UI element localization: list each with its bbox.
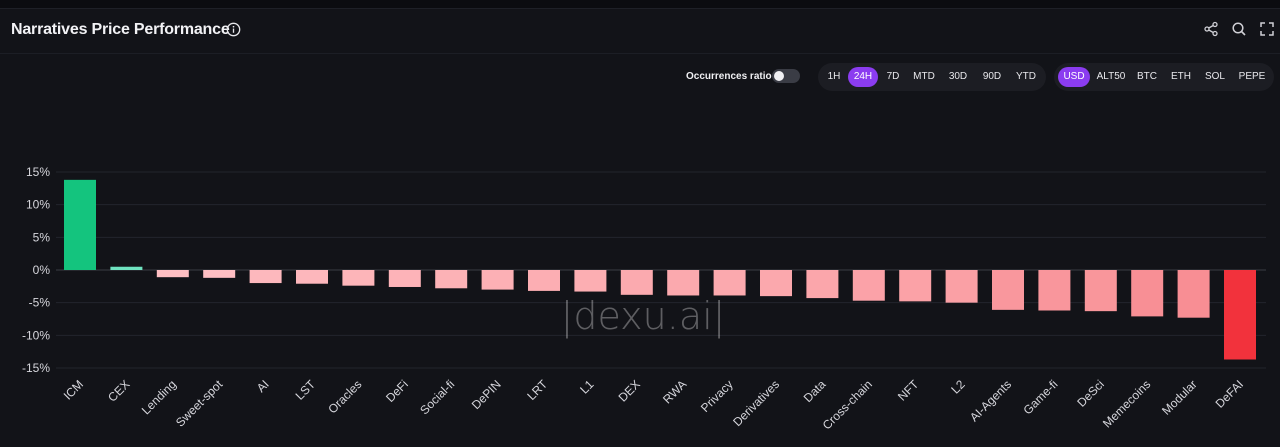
currency-usd-button[interactable]: USD: [1058, 67, 1090, 87]
bar-memecoins: [1131, 270, 1164, 317]
timeframe-selector: 1H 24H 7D MTD 30D 90D YTD: [818, 63, 1046, 91]
bar-depin: [481, 270, 514, 290]
x-tick-label: CEX: [105, 377, 132, 404]
bar-modular: [1177, 270, 1210, 318]
x-tick-label: LST: [293, 377, 319, 403]
occurrences-ratio-label: Occurrences ratio: [686, 71, 772, 82]
timeframe-24h-button[interactable]: 24H: [848, 67, 878, 87]
x-tick-label: Game-fi: [1020, 377, 1060, 417]
panel-header: Narratives Price Performance: [0, 9, 1280, 54]
timeframe-mtd-button[interactable]: MTD: [913, 71, 935, 82]
bar-game-fi: [1038, 270, 1071, 311]
x-tick-label: L1: [577, 377, 597, 397]
bar-ai: [249, 270, 282, 284]
currency-pepe-button[interactable]: PEPE: [1238, 71, 1266, 82]
timeframe-30d-button[interactable]: 30D: [948, 71, 968, 82]
x-tick-label: Lending: [139, 377, 179, 417]
x-tick-label: Memecoins: [1100, 377, 1153, 430]
x-tick-label: NFT: [895, 377, 922, 404]
occurrences-ratio-toggle[interactable]: [772, 69, 800, 83]
x-tick-label: Social-fi: [417, 377, 457, 417]
y-tick-label: -10%: [22, 328, 50, 342]
x-tick-label: Modular: [1159, 377, 1200, 418]
x-tick-label: DePIN: [469, 377, 504, 412]
x-tick-label: Cross-chain: [820, 377, 875, 432]
currency-sol-button[interactable]: SOL: [1204, 71, 1225, 82]
bar-derivatives: [760, 270, 792, 297]
x-tick-label: AI: [254, 377, 272, 395]
bar-lrt: [528, 270, 560, 291]
x-tick-label: Derivatives: [730, 377, 782, 429]
currency-alt50-button[interactable]: ALT50: [1096, 71, 1126, 82]
currency-eth-button[interactable]: ETH: [1171, 71, 1191, 82]
toggle-knob: [774, 71, 784, 81]
bar-rwa: [667, 270, 700, 296]
y-tick-label: 15%: [26, 165, 50, 179]
y-tick-label: 0%: [33, 263, 51, 277]
bar-icm: [64, 179, 96, 270]
currency-selector: USD ALT50 BTC ETH SOL PEPE: [1054, 63, 1274, 91]
share-icon[interactable]: [1203, 21, 1219, 37]
x-tick-label: ICM: [61, 377, 86, 402]
timeframe-1h-button[interactable]: 1H: [827, 71, 841, 82]
bar-l1: [574, 270, 607, 292]
bar-lst: [296, 270, 328, 284]
y-tick-label: -5%: [29, 296, 51, 310]
page-title: Narratives Price Performance: [11, 21, 230, 38]
bar-lending: [156, 270, 189, 278]
x-tick-label: L2: [948, 377, 968, 397]
bar-l2: [945, 270, 978, 303]
chart-controls: Occurrences ratio 1H 24H 7D MTD 30D 90D YTD US…: [0, 61, 1280, 93]
x-tick-label: Data: [801, 377, 829, 405]
bar-ai-agents: [992, 270, 1024, 310]
x-tick-label: RWA: [660, 377, 689, 406]
x-tick-label: LRT: [524, 377, 550, 403]
y-tick-label: 10%: [26, 198, 50, 212]
currency-btc-button[interactable]: BTC: [1137, 71, 1157, 82]
x-tick-label: DeFAI: [1213, 377, 1246, 410]
bar-desci: [1084, 270, 1117, 312]
bar-cex: [110, 266, 143, 270]
bar-data: [806, 270, 839, 299]
watermark: |dexu.ai|: [561, 294, 726, 339]
x-tick-label: AI-Agents: [967, 377, 1014, 424]
y-tick-label: 5%: [33, 230, 51, 244]
info-icon[interactable]: [226, 22, 241, 37]
search-icon[interactable]: [1231, 21, 1247, 37]
fullscreen-icon[interactable]: [1259, 21, 1275, 37]
bar-sweet-spot: [203, 270, 236, 278]
x-tick-label: Privacy: [698, 377, 736, 415]
x-tick-label: Sweet-spot: [173, 377, 226, 430]
x-tick-label: Oracles: [325, 377, 364, 416]
bar-privacy: [713, 270, 746, 296]
bar-chart: 15% 10% 5% 0% -5% -10% -15% ICM CEX LendingSweet-…: [22, 165, 1266, 432]
bar-social-fi: [435, 270, 468, 289]
x-tick-label: DEX: [616, 377, 643, 404]
x-tick-label: DeSci: [1074, 377, 1107, 410]
x-tick-label: DeFi: [383, 377, 411, 405]
y-tick-label: -15%: [22, 361, 50, 375]
timeframe-90d-button[interactable]: 90D: [982, 71, 1002, 82]
bar-dex: [620, 270, 653, 295]
bar-nft: [899, 270, 932, 302]
bar-oracles: [342, 270, 375, 286]
bar-defi: [388, 270, 421, 287]
bar-defai: [1224, 270, 1256, 360]
timeframe-7d-button[interactable]: 7D: [886, 71, 900, 82]
bar-cross-chain: [852, 270, 885, 301]
chart-panel: Narratives Price Performance Occurrences…: [0, 8, 1280, 447]
timeframe-ytd-button[interactable]: YTD: [1016, 71, 1036, 82]
